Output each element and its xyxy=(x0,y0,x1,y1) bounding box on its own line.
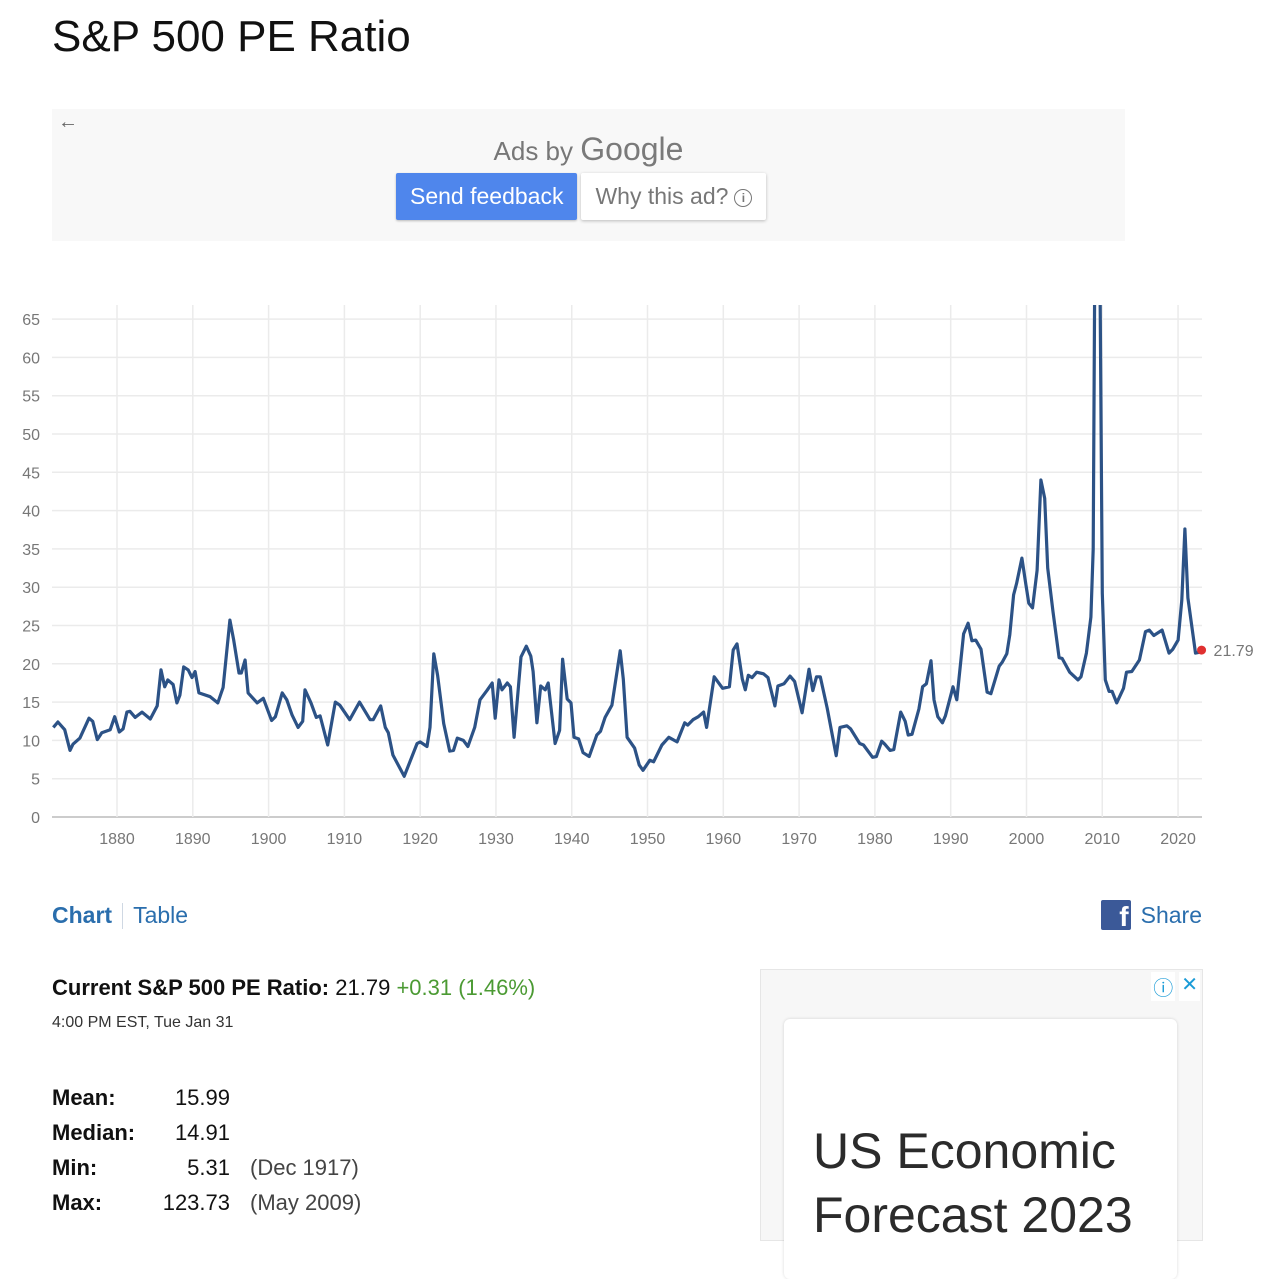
x-tick-label: 1960 xyxy=(706,831,742,848)
current-change: +0.31 (1.46%) xyxy=(396,975,536,1000)
y-tick-label: 25 xyxy=(22,619,40,636)
y-tick-label: 0 xyxy=(31,810,40,827)
stat-row-median: Median: 14.91 xyxy=(52,1115,361,1150)
y-tick-label: 35 xyxy=(22,542,40,559)
share-button[interactable]: f Share xyxy=(1100,900,1202,930)
x-tick-label: 1950 xyxy=(630,831,666,848)
stat-date xyxy=(230,1115,361,1150)
stat-row-mean: Mean: 15.99 xyxy=(52,1080,361,1115)
x-tick-label: 1880 xyxy=(99,831,135,848)
arrow-left-icon[interactable]: ← xyxy=(58,111,78,133)
y-tick-label: 30 xyxy=(22,580,40,597)
view-tabs: Chart Table xyxy=(52,902,188,929)
share-label: Share xyxy=(1140,901,1202,928)
last-value-label: 21.79 xyxy=(1214,643,1254,660)
ad-headline: US Economic Forecast 2023 xyxy=(813,1123,1133,1243)
facebook-icon: f xyxy=(1100,900,1131,930)
page-title: S&P 500 PE Ratio xyxy=(52,12,411,61)
top-ad-banner: ← Ads by Google Send feedback Why this a… xyxy=(52,109,1125,241)
x-tick-label: 2010 xyxy=(1084,831,1120,848)
stat-label: Max: xyxy=(52,1189,103,1215)
x-tick-label: 1920 xyxy=(402,831,438,848)
y-tick-label: 5 xyxy=(31,772,40,789)
stat-label: Median: xyxy=(52,1119,136,1145)
x-tick-label: 1970 xyxy=(781,831,817,848)
x-tick-label: 2000 xyxy=(1009,831,1045,848)
tab-chart[interactable]: Chart xyxy=(52,902,113,928)
current-label: Current S&P 500 PE Ratio: xyxy=(52,975,330,1000)
stat-label: Mean: xyxy=(52,1084,116,1110)
x-tick-label: 1930 xyxy=(478,831,514,848)
info-circle-icon[interactable]: ⓘ xyxy=(1151,972,1176,1001)
x-tick-label: 1900 xyxy=(251,831,287,848)
stats-table: Mean: 15.99 Median: 14.91 Min: 5.31 (Dec 191… xyxy=(52,1080,361,1220)
series-line xyxy=(52,305,1203,778)
google-logo: Google xyxy=(580,131,684,167)
y-tick-label: 15 xyxy=(22,695,40,712)
ad-card[interactable]: US Economic Forecast 2023 xyxy=(784,1019,1177,1279)
info-circle-icon: i xyxy=(734,188,753,207)
current-number: 21.79 xyxy=(335,975,391,1000)
ads-by-google: Ads by Google xyxy=(52,131,1125,168)
x-tick-label: 1990 xyxy=(933,831,969,848)
tab-table[interactable]: Table xyxy=(133,902,189,928)
x-tick-label: 1980 xyxy=(857,831,893,848)
tab-divider xyxy=(122,902,124,929)
why-this-ad-label: Why this ad? xyxy=(595,183,729,209)
stat-date: (Dec 1917) xyxy=(250,1154,359,1180)
x-tick-label: 1890 xyxy=(175,831,211,848)
y-tick-label: 50 xyxy=(22,427,40,444)
why-this-ad-button[interactable]: Why this ad? i xyxy=(581,173,767,220)
side-ad[interactable]: ⓘ ✕ US Economic Forecast 2023 xyxy=(760,969,1203,1279)
stat-date: (May 2009) xyxy=(250,1189,362,1215)
close-icon[interactable]: ✕ xyxy=(1179,972,1200,1001)
y-tick-label: 20 xyxy=(22,657,40,674)
stat-value: 15.99 xyxy=(174,1084,230,1110)
y-tick-label: 65 xyxy=(22,312,40,329)
current-value: Current S&P 500 PE Ratio: 21.79 +0.31 (1… xyxy=(52,975,535,1001)
y-tick-label: 60 xyxy=(22,350,40,367)
y-tick-label: 55 xyxy=(22,389,40,406)
stat-row-max: Max: 123.73 (May 2009) xyxy=(52,1185,361,1220)
pe-ratio-chart: 0 5 10 15 20 25 30 35 40 45 50 55 60 65 1880 1890 1900 1… xyxy=(22,305,1254,848)
y-tick-label: 45 xyxy=(22,465,40,482)
stat-row-min: Min: 5.31 (Dec 1917) xyxy=(52,1150,361,1185)
stat-value: 14.91 xyxy=(174,1119,230,1145)
timestamp: 4:00 PM EST, Tue Jan 31 xyxy=(52,1014,234,1031)
ads-by-label: Ads by xyxy=(493,136,574,166)
y-tick-label: 10 xyxy=(22,733,40,750)
stat-value: 5.31 xyxy=(187,1154,230,1180)
y-tick-label: 40 xyxy=(22,504,40,521)
x-tick-label: 1940 xyxy=(554,831,590,848)
x-tick-label: 2020 xyxy=(1160,831,1196,848)
stat-label: Min: xyxy=(52,1154,98,1180)
x-tick-label: 1910 xyxy=(327,831,363,848)
send-feedback-button[interactable]: Send feedback xyxy=(396,173,578,220)
stat-value: 123.73 xyxy=(162,1189,230,1215)
stat-date xyxy=(230,1080,361,1115)
last-value-marker[interactable] xyxy=(1197,645,1207,655)
